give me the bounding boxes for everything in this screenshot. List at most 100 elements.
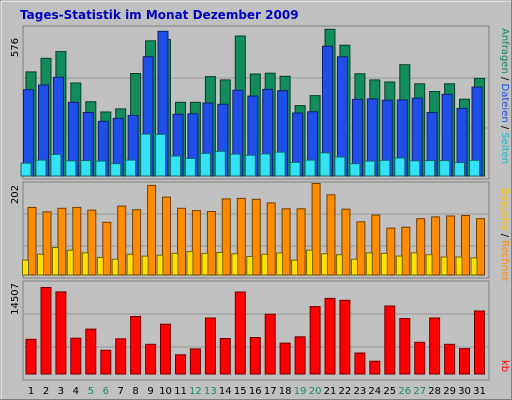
x-day-label: 23 <box>354 386 367 397</box>
bar-kb <box>85 328 97 375</box>
legend-text-visits: Besuche / Rechner <box>499 188 510 282</box>
bar-besuche <box>365 252 373 276</box>
bar-kb <box>324 297 336 375</box>
legend-separator: / <box>499 74 510 84</box>
chart-title: Tages-Statistik im Monat Dezember 2009 <box>20 8 299 22</box>
bar-besuche <box>126 253 134 276</box>
bar-besuche <box>246 256 254 276</box>
bar-rechner <box>266 202 276 276</box>
bars-traffic <box>25 287 485 375</box>
bar-kb <box>249 337 261 375</box>
bar-kb <box>444 343 456 375</box>
bar-rechner <box>42 211 52 276</box>
bar-seiten <box>409 160 421 177</box>
bar-kb <box>339 299 351 375</box>
bar-kb <box>294 336 306 375</box>
bar-rechner <box>72 206 82 276</box>
bars-visits <box>22 183 485 276</box>
bar-seiten <box>349 163 361 177</box>
bar-kb <box>130 316 142 375</box>
bar-kb <box>279 342 291 375</box>
bar-besuche <box>261 253 269 276</box>
y-max-label-requests: 576 <box>10 38 21 57</box>
bar-besuche <box>81 252 89 276</box>
bar-besuche <box>276 252 284 276</box>
bar-seiten <box>289 161 301 177</box>
bar-seiten <box>244 154 256 177</box>
x-day-label: 26 <box>398 386 411 397</box>
bar-seiten <box>214 150 226 177</box>
x-day-label: 10 <box>159 386 172 397</box>
bar-rechner <box>296 208 306 276</box>
bar-seiten <box>170 155 181 177</box>
bar-rechner <box>221 198 231 276</box>
y-max-label-visits: 202 <box>10 185 21 204</box>
x-day-label: 13 <box>204 386 217 397</box>
bar-seiten <box>229 153 241 177</box>
x-day-label: 7 <box>118 386 124 397</box>
bar-besuche <box>171 252 179 276</box>
bar-kb <box>40 287 52 375</box>
bar-seiten <box>155 133 166 177</box>
bar-kb <box>115 338 127 375</box>
bar-rechner <box>371 214 381 276</box>
bar-rechner <box>102 221 112 276</box>
bars-requests <box>20 28 485 177</box>
bar-seiten <box>274 151 286 177</box>
bar-besuche <box>335 254 343 276</box>
bar-besuche <box>440 256 448 276</box>
bar-kb <box>459 348 470 375</box>
bar-rechner <box>401 226 411 276</box>
bar-rechner <box>236 197 246 276</box>
bar-rechner <box>476 218 485 276</box>
x-day-label: 22 <box>339 386 352 397</box>
bar-besuche <box>350 258 358 276</box>
bar-kb <box>234 291 246 375</box>
bar-rechner <box>416 218 426 276</box>
bar-rechner <box>57 207 67 276</box>
bar-besuche <box>425 254 433 276</box>
bar-rechner <box>117 205 127 276</box>
x-day-label: 3 <box>58 386 64 397</box>
x-day-label: 25 <box>383 386 396 397</box>
bar-seiten <box>184 158 196 177</box>
bar-besuche <box>455 256 463 276</box>
legend-separator: / <box>499 123 510 133</box>
bar-seiten <box>364 160 376 177</box>
bar-kb <box>219 338 231 375</box>
bar-seiten <box>110 163 122 177</box>
bar-seiten <box>65 160 77 177</box>
bar-besuche <box>111 258 119 276</box>
x-day-label: 14 <box>219 386 232 397</box>
x-day-label: 8 <box>132 386 138 397</box>
x-day-label: 12 <box>189 386 202 397</box>
bar-besuche <box>470 257 478 276</box>
bar-seiten <box>35 159 47 177</box>
bar-seiten <box>20 162 32 177</box>
bar-rechner <box>326 194 336 276</box>
bar-rechner <box>87 209 97 276</box>
x-axis-day-labels: 1 2 3 4 5 6 7 8 9 10 11 12 13 14 15 16 17 18 19 20 21 22 23 24 2… <box>28 386 486 397</box>
x-day-label: 20 <box>309 386 322 397</box>
x-day-label: 15 <box>234 386 247 397</box>
bar-rechner <box>281 208 291 276</box>
bar-rechner <box>311 183 321 276</box>
x-day-label: 24 <box>368 386 381 397</box>
bar-rechner <box>341 208 351 276</box>
bar-besuche <box>22 259 29 276</box>
bar-kb <box>145 343 157 375</box>
bar-rechner <box>147 184 157 276</box>
x-day-label: 28 <box>428 386 441 397</box>
bar-seiten <box>439 160 451 177</box>
x-day-label: 4 <box>73 386 79 397</box>
x-day-label: 21 <box>324 386 337 397</box>
bar-besuche <box>321 253 328 276</box>
legend-dateien: Dateien <box>499 84 510 123</box>
legend-besuche: Besuche <box>499 188 510 231</box>
bar-besuche <box>231 253 239 276</box>
legend-kb: kb <box>499 360 510 372</box>
x-day-label: 1 <box>28 386 34 397</box>
bar-kb <box>55 291 67 375</box>
bar-besuche <box>201 252 209 276</box>
